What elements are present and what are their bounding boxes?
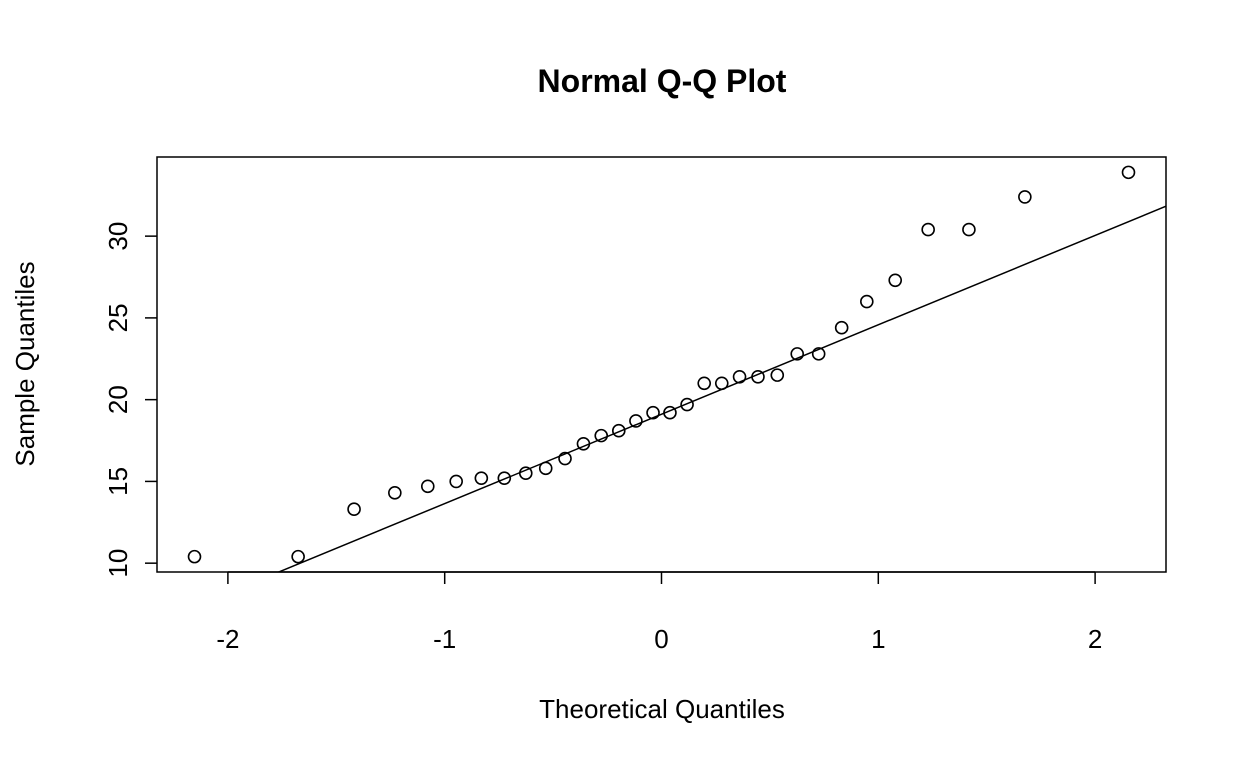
x-axis-label: Theoretical Quantiles <box>539 694 785 724</box>
x-tick-label: 1 <box>871 624 885 654</box>
y-tick-label: 10 <box>103 549 133 578</box>
x-tick-label: -2 <box>216 624 239 654</box>
y-axis-label: Sample Quantiles <box>10 261 40 466</box>
x-tick-label: -1 <box>433 624 456 654</box>
y-tick-label: 20 <box>103 385 133 414</box>
y-tick-label: 30 <box>103 222 133 251</box>
x-tick-label: 0 <box>654 624 668 654</box>
y-tick-label: 15 <box>103 467 133 496</box>
chart-title: Normal Q-Q Plot <box>538 63 787 99</box>
x-tick-label: 2 <box>1088 624 1102 654</box>
y-tick-label: 25 <box>103 303 133 332</box>
